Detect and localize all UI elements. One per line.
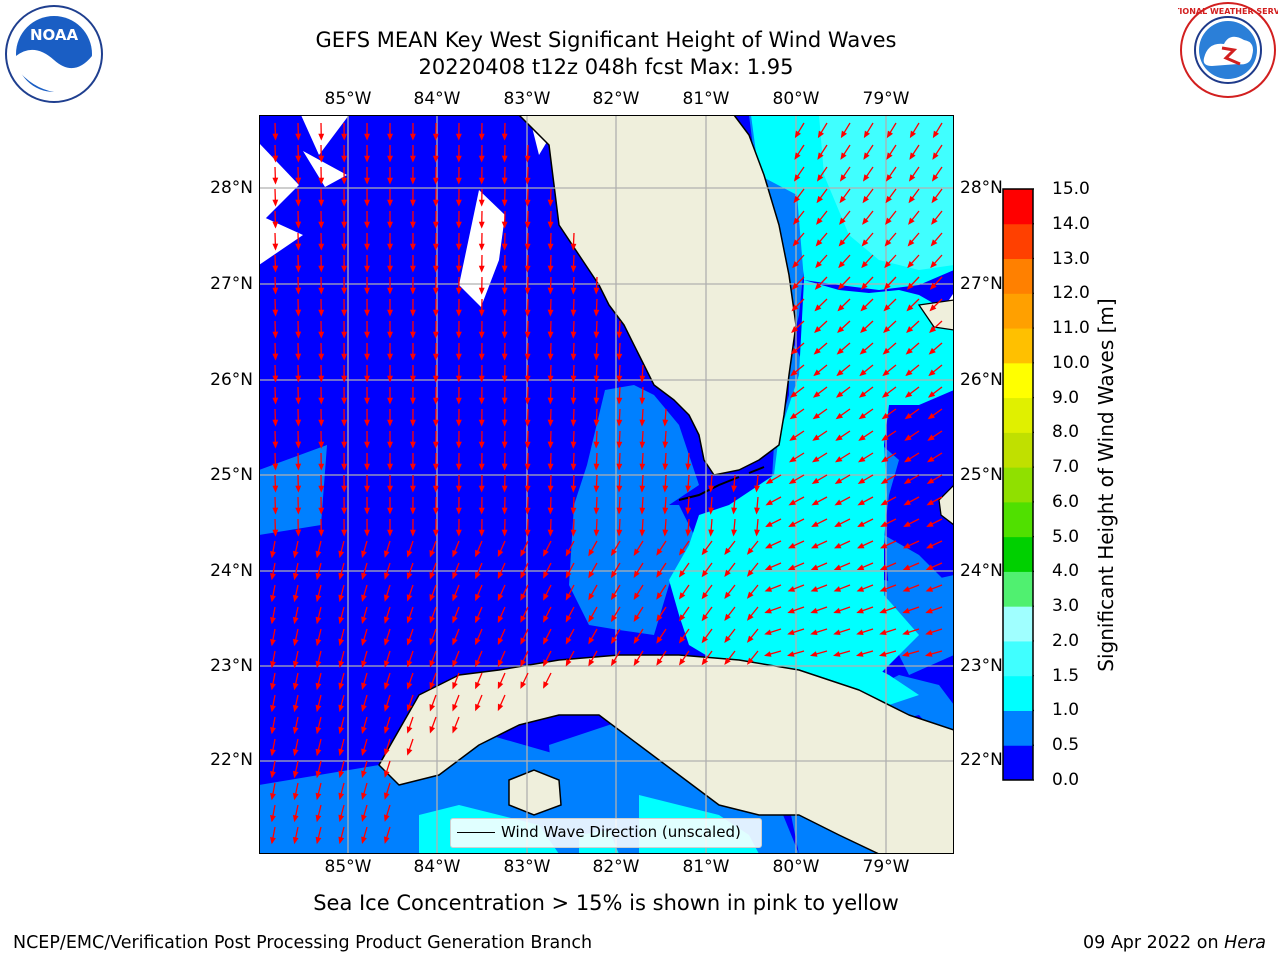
colorbar-tick-label: 3.0 [1052,596,1080,617]
wave-height-map [259,115,954,854]
lon-label-top: 79°W [862,89,910,109]
nws-logo-text: NATIONAL WEATHER SERVICE [1178,7,1278,16]
lon-label-bottom: 85°W [324,857,372,877]
colorbar-segment [1003,675,1033,711]
colorbar-tick-label: 15.0 [1052,179,1090,199]
sea-ice-footnote: Sea Ice Concentration > 15% is shown in … [313,891,899,915]
lon-label-top: 80°W [772,89,820,109]
colorbar-tick-label: 6.0 [1052,491,1080,512]
footer-branch: NCEP/EMC/Verification Post Processing Pr… [13,933,593,953]
lon-label-bottom: 82°W [592,857,640,877]
colorbar-segment [1003,328,1033,364]
cuba-land [378,654,954,854]
legend-line-swatch [457,832,495,833]
colorbar-segment [1003,501,1033,538]
lat-label-right: 23°N [960,656,1003,676]
lon-label-bottom: 83°W [503,857,551,877]
lon-label-top: 83°W [503,89,551,109]
colorbar-tick-label: 8.0 [1052,422,1080,443]
colorbar-tick-label: 0.0 [1052,770,1080,790]
colorbar-segment [1003,710,1033,746]
colorbar-segment [1003,571,1033,607]
lon-label-top: 82°W [592,89,640,109]
lat-label-left: 27°N [210,274,253,294]
colorbar-tick-label: 2.0 [1052,630,1080,651]
arrow-legend: Wind Wave Direction (unscaled) [450,818,762,848]
footer-date: 09 Apr 2022 on Hera [1083,933,1266,953]
lon-label-top: 85°W [324,89,372,109]
noaa-logo: NOAA [5,5,103,103]
footer-date-text: 09 Apr 2022 on [1082,933,1219,953]
lon-label-bottom: 79°W [862,857,910,877]
lat-label-right: 28°N [960,178,1003,198]
bahamas-land [917,299,954,526]
colorbar-tick-label: 7.0 [1052,457,1080,478]
nws-logo: NATIONAL WEATHER SERVICE [1178,2,1278,98]
colorbar-segment [1003,536,1033,572]
colorbar-segment [1003,606,1033,642]
lat-label-left: 28°N [210,178,253,198]
colorbar-title: Significant Height of Wind Waves [m] [1094,298,1118,672]
wind-wave-direction-arrows [270,122,943,845]
isla-juventud-land [508,769,562,816]
lat-label-left: 22°N [210,750,253,770]
colorbar-tick-label: 1.5 [1052,665,1080,686]
colorbar-tick-label: 13.0 [1052,248,1090,269]
colorbar-tick-label: 4.0 [1052,561,1080,582]
lon-label-bottom: 81°W [682,857,730,877]
lat-label-left: 24°N [210,561,253,581]
lat-label-left: 25°N [210,465,253,485]
colorbar-segment [1003,745,1033,781]
lon-label-top: 84°W [413,89,461,109]
colorbar-segment [1003,362,1033,399]
lat-label-right: 24°N [960,561,1003,581]
footer-host: Hera [1224,933,1266,953]
map-title: GEFS MEAN Key West Significant Height of… [315,28,897,52]
lat-label-right: 25°N [960,465,1003,485]
noaa-logo-text: NOAA [30,26,79,44]
colorbar-tick-label: 12.0 [1052,283,1090,304]
lat-label-right: 26°N [960,370,1003,390]
colorbar-segment [1003,293,1033,329]
colorbar-tick-label: 0.5 [1052,735,1080,756]
colorbar-tick-label: 5.0 [1052,526,1080,547]
colorbar-tick-label: 9.0 [1052,387,1080,408]
lat-label-left: 23°N [210,656,253,676]
colorbar-segment [1003,258,1033,294]
colorbar-segment [1003,432,1033,468]
florida-land [518,115,797,476]
lon-label-top: 81°W [682,89,730,109]
legend-label: Wind Wave Direction (unscaled) [501,823,741,841]
colorbar [1002,188,1034,781]
colorbar-tick-label: 11.0 [1052,318,1090,339]
lat-label-left: 26°N [210,370,253,390]
colorbar-segment [1003,223,1033,260]
lon-label-bottom: 80°W [772,857,820,877]
graticule [259,115,954,854]
lon-label-bottom: 84°W [413,857,461,877]
colorbar-segment [1003,467,1033,503]
colorbar-tick-label: 14.0 [1052,213,1090,234]
lat-label-right: 22°N [960,750,1003,770]
lat-label-right: 27°N [960,274,1003,294]
colorbar-tick-label: 1.0 [1052,700,1080,721]
colorbar-segment [1003,640,1033,677]
colorbar-segment [1003,397,1033,433]
colorbar-tick-label: 10.0 [1052,352,1090,373]
colorbar-segment [1003,189,1033,225]
map-subtitle: 20220408 t12z 048h fcst Max: 1.95 [418,55,794,79]
